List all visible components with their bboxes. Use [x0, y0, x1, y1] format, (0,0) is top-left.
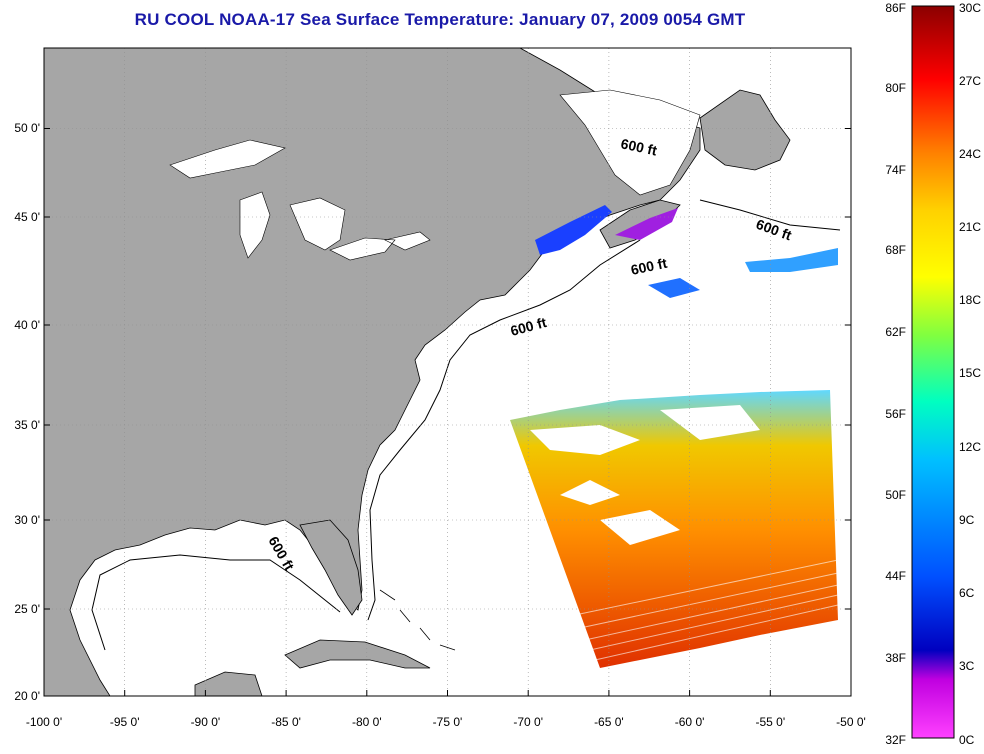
lon-tick-label: -80 0'	[352, 715, 382, 729]
newfoundland-land	[699, 89, 791, 171]
lon-tick-label: -75 0'	[433, 715, 463, 729]
florida-land	[299, 519, 363, 616]
lon-axis	[43, 690, 852, 696]
colorbar-label-f: 86F	[885, 1, 906, 15]
colorbar-fahrenheit-labels: 86F 80F 74F 68F 62F 56F 50F 44F 38F 32F	[885, 1, 906, 747]
colorbar-label-c: 27C	[959, 74, 981, 88]
colorbar-label-f: 80F	[885, 81, 906, 95]
colorbar-label-f: 68F	[885, 243, 906, 257]
lat-tick-label: 20 0'	[14, 689, 40, 703]
lon-tick-labels: -100 0' -95 0' -90 0' -85 0' -80 0' -75 …	[26, 715, 866, 729]
colorbar-label-f: 38F	[885, 651, 906, 665]
colorbar-label-c: 21C	[959, 220, 981, 234]
lon-tick-label: -65 0'	[594, 715, 624, 729]
colorbar-celsius-labels: 30C 27C 24C 21C 18C 15C 12C 9C 6C 3C 0C	[959, 1, 981, 747]
lon-tick-label: -90 0'	[191, 715, 221, 729]
shelf-contour-600ft	[91, 199, 841, 651]
north-america-land	[44, 48, 701, 696]
colorbar-label-f: 74F	[885, 163, 906, 177]
sst-patch-scotian-shelf	[615, 208, 678, 240]
cloud-gaps	[530, 405, 760, 545]
lat-tick-label: 50 0'	[14, 121, 40, 135]
lon-tick-label: -55 0'	[755, 715, 785, 729]
colorbar-label-f: 62F	[885, 325, 906, 339]
lat-axis	[44, 128, 851, 697]
contour-label-600ft: 600 ft	[629, 255, 668, 278]
lat-tick-label: 35 0'	[14, 418, 40, 432]
lat-tick-label: 30 0'	[14, 513, 40, 527]
bahamas-islands	[379, 589, 456, 651]
map-title: RU COOL NOAA-17 Sea Surface Temperature:…	[134, 10, 746, 29]
colorbar	[911, 5, 955, 739]
lat-tick-label: 40 0'	[14, 318, 40, 332]
lon-tick-label: -85 0'	[271, 715, 301, 729]
lon-tick-label: -100 0'	[26, 715, 62, 729]
sst-patch-grand-banks	[745, 248, 838, 272]
sst-patch-gulf-maine	[535, 205, 612, 255]
lat-tick-label: 45 0'	[14, 210, 40, 224]
great-lakes	[169, 139, 431, 261]
lon-tick-label: -95 0'	[110, 715, 140, 729]
scan-lines	[574, 559, 839, 661]
graticule	[44, 48, 851, 696]
contour-label-600ft: 600 ft	[619, 135, 658, 158]
colorbar-label-f: 56F	[885, 407, 906, 421]
lon-tick-label: -50 0'	[836, 715, 866, 729]
colorbar-label-c: 18C	[959, 293, 981, 307]
colorbar-label-c: 12C	[959, 440, 981, 454]
colorbar-label-f: 32F	[885, 733, 906, 747]
gulf-st-lawrence	[559, 89, 701, 196]
colorbar-label-c: 6C	[959, 586, 975, 600]
colorbar-label-c: 0C	[959, 733, 975, 747]
colorbar-label-f: 44F	[885, 569, 906, 583]
lon-tick-label: -60 0'	[675, 715, 705, 729]
yucatan-land	[194, 671, 263, 696]
lat-tick-label: 25 0'	[14, 602, 40, 616]
colorbar-label-c: 24C	[959, 147, 981, 161]
sst-patch-offshore	[648, 278, 700, 298]
cuba-land	[284, 639, 431, 669]
colorbar-label-f: 50F	[885, 488, 906, 502]
colorbar-label-c: 9C	[959, 513, 975, 527]
colorbar-label-c: 30C	[959, 1, 981, 15]
lon-tick-label: -70 0'	[513, 715, 543, 729]
colorbar-label-c: 15C	[959, 366, 981, 380]
colorbar-label-c: 3C	[959, 659, 975, 673]
lat-tick-labels: 50 0' 45 0' 40 0' 35 0' 30 0' 25 0' 20 0…	[14, 121, 40, 703]
